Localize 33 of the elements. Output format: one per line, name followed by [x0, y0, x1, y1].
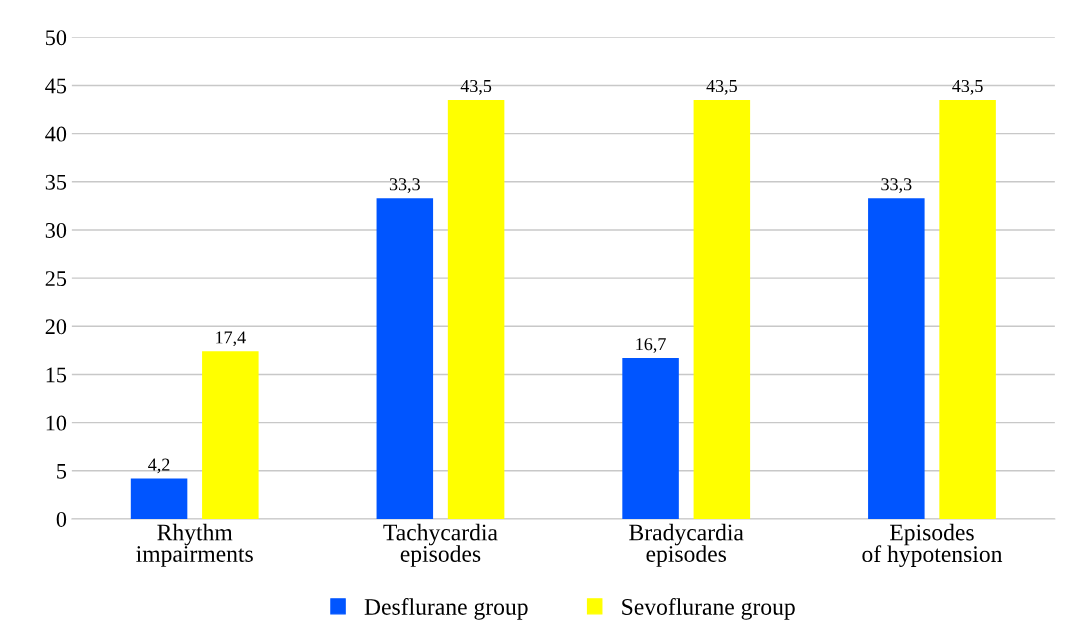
bar [868, 198, 925, 519]
bar [693, 99, 751, 519]
data-label: 43,5 [460, 79, 492, 95]
bar [130, 478, 188, 519]
y-tick-label: 15 [46, 367, 67, 383]
y-tick-label: 45 [45, 78, 67, 94]
y-tick-label: 10 [46, 415, 67, 431]
bar [622, 358, 679, 519]
y-tick-label: 35 [45, 174, 67, 190]
data-label: 43,5 [706, 79, 737, 95]
y-tick-label: 30 [45, 222, 67, 238]
bar [447, 99, 505, 519]
y-tick-label: 50 [46, 30, 67, 46]
x-tick-label: Episodes of hypotension [862, 523, 1003, 567]
bar [376, 198, 434, 519]
legend-label: Sevoflurane group [622, 598, 795, 620]
x-tick-label: Tachycardia episodes [383, 523, 498, 567]
data-label: 16,7 [636, 338, 666, 353]
bar [202, 351, 259, 519]
data-label: 33,3 [881, 178, 912, 193]
x-tick-label: Bradycardia episodes [629, 523, 744, 567]
data-label: 33,3 [389, 178, 420, 193]
y-tick-label: 20 [45, 319, 67, 335]
bar [939, 99, 996, 519]
y-tick-label: 40 [45, 126, 67, 142]
y-tick-label: 0 [56, 511, 67, 527]
legend-label: Desflurane group [364, 598, 528, 620]
y-tick-label: 5 [57, 463, 67, 479]
data-label: 17,4 [216, 331, 246, 347]
y-tick-label: 25 [45, 271, 67, 287]
x-tick-label: Rhythm impairments [136, 523, 253, 567]
data-label: 4,2 [148, 458, 170, 474]
data-label: 43,5 [952, 79, 983, 95]
